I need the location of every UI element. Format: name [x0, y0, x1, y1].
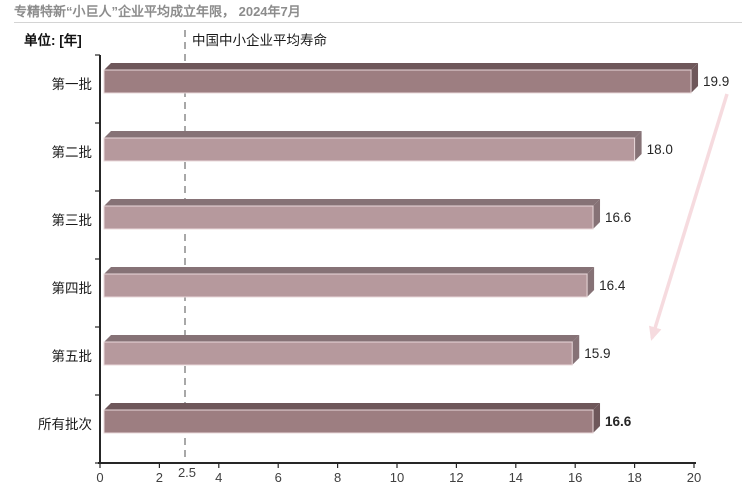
- bar-side-face: [634, 131, 642, 161]
- bar-side-face: [691, 63, 699, 93]
- bar-group: [103, 199, 601, 230]
- x-tick-label: 4: [215, 470, 222, 485]
- value-label: 19.9: [703, 74, 729, 89]
- value-label: 16.6: [605, 210, 631, 225]
- bar-front-face: [103, 409, 594, 434]
- bar-top-face: [104, 63, 699, 70]
- value-label: 16.4: [599, 278, 626, 293]
- x-tick-label: 20: [687, 470, 701, 485]
- x-tick-label: 2: [156, 470, 163, 485]
- value-label: 16.6: [605, 414, 632, 429]
- bar-top-face: [104, 335, 580, 342]
- category-label: 第二批: [52, 144, 93, 160]
- bar-group: [103, 63, 699, 94]
- x-tick-label: 10: [390, 470, 404, 485]
- bar-side-face: [593, 403, 601, 433]
- category-label: 第一批: [52, 76, 93, 92]
- bar-front-face: [103, 137, 636, 162]
- bar-group: [103, 131, 642, 162]
- x-tick-label: 6: [275, 470, 282, 485]
- category-label: 第四批: [52, 280, 93, 296]
- x-tick-label: 18: [627, 470, 641, 485]
- bar-side-face: [587, 267, 595, 297]
- bar-front-face: [103, 205, 594, 230]
- trend-arrow: [649, 93, 729, 341]
- chart-title: 专精特新“小巨人”企业平均成立年限， 2024年7月: [14, 4, 301, 19]
- bar-front-face: [103, 341, 573, 366]
- bar-side-face: [593, 199, 601, 229]
- bar-side-face: [572, 335, 580, 365]
- reference-value-label: 2.5: [178, 465, 196, 480]
- x-tick-label: 8: [334, 470, 341, 485]
- unit-label: 单位: [年]: [24, 33, 82, 48]
- x-tick-label: 14: [509, 470, 523, 485]
- value-label: 15.9: [584, 346, 610, 361]
- reference-line-title: 中国中小企业平均寿命: [192, 32, 327, 48]
- bar-front-face: [103, 69, 692, 94]
- bar-top-face: [104, 267, 595, 274]
- bar-top-face: [104, 131, 642, 138]
- title-divider: [14, 22, 742, 23]
- x-tick-label: 12: [449, 470, 463, 485]
- x-tick-label: 0: [96, 470, 103, 485]
- category-label: 所有批次: [38, 417, 92, 432]
- bar-top-face: [104, 403, 601, 410]
- category-label: 第五批: [52, 348, 93, 364]
- bar-group: [103, 267, 595, 298]
- bar-front-face: [103, 273, 588, 298]
- bar-group: [103, 335, 580, 366]
- bar-group: [103, 403, 601, 434]
- category-label: 第三批: [52, 212, 93, 228]
- bar-top-face: [104, 199, 601, 206]
- x-tick-label: 16: [568, 470, 582, 485]
- value-label: 18.0: [647, 142, 673, 157]
